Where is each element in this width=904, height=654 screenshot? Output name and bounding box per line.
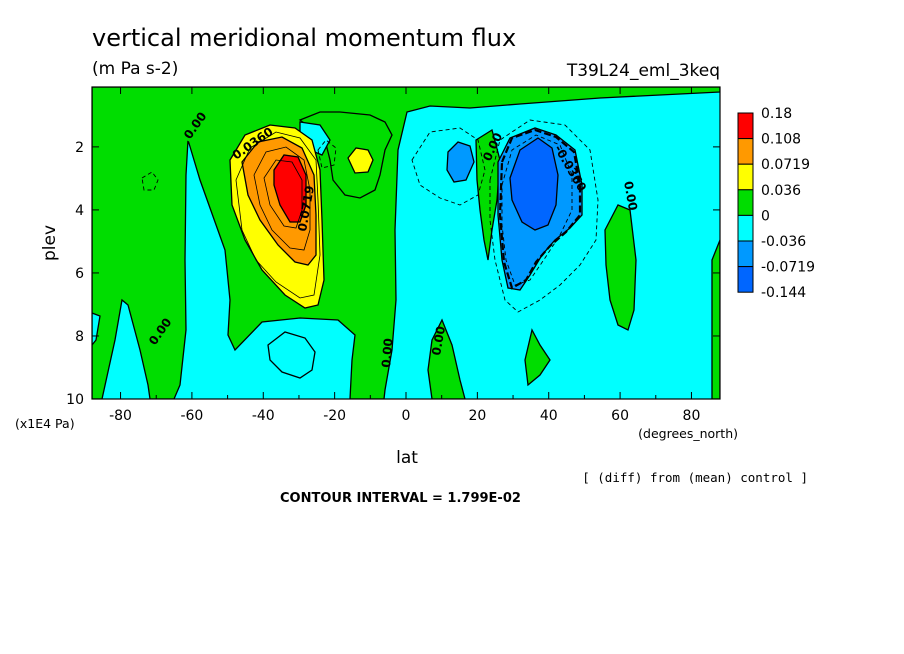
colorbar-swatch — [737, 163, 754, 191]
colorbar-swatch — [737, 266, 754, 293]
negative-islands — [92, 121, 331, 379]
plot-area: 0.00 0.0360 0.0719 0.00 0.00 0.00 0.00 -… — [91, 86, 721, 400]
y-tick-label: 10 — [66, 392, 84, 408]
chart-title: vertical meridional momentum flux — [92, 24, 516, 52]
x-tick-label: -40 — [252, 408, 275, 424]
y-tick-label: 2 — [75, 140, 84, 156]
colorbar-label: 0 — [761, 208, 770, 224]
x-tick-label: -60 — [180, 408, 203, 424]
dashed-negative-contours — [141, 119, 599, 313]
x-axis: -80 -60 -40 -20 0 20 40 60 80 — [109, 87, 700, 424]
contour-label: 0.00 — [429, 325, 448, 357]
x-tick-label: -80 — [109, 408, 132, 424]
x-tick-label: -20 — [323, 408, 346, 424]
colorbar-legend: 0.18 0.108 0.0719 0.036 0 -0.036 -0.0719 -0.144 — [737, 106, 815, 301]
thin-positive-contours — [235, 131, 321, 299]
x-tick-label: 60 — [611, 408, 629, 424]
y-axis-units: (x1E4 Pa) — [15, 416, 75, 431]
x-tick-label: 40 — [540, 408, 558, 424]
diff-note: [ (diff) from (mean) control ] — [582, 470, 808, 485]
contour-interval: CONTOUR INTERVAL = 1.799E-02 — [280, 491, 521, 506]
colorbar-swatch — [737, 214, 754, 242]
bold-negative-contour — [498, 128, 582, 290]
chart-units: (m Pa s-2) — [92, 59, 178, 79]
y-tick-label: 4 — [75, 203, 84, 219]
x-tick-label: 20 — [468, 408, 486, 424]
colorbar-swatch — [737, 138, 754, 165]
y-tick-label: 6 — [75, 266, 84, 282]
colorbar-swatch — [737, 189, 754, 216]
colorbar-label: -0.144 — [761, 285, 806, 301]
contour-label: 0.00 — [621, 180, 640, 212]
y-axis: 2 4 6 8 10 — [66, 140, 720, 408]
colorbar-label: -0.0719 — [761, 260, 815, 276]
colorbar-label: -0.036 — [761, 234, 806, 250]
colorbar-label: 0.18 — [761, 106, 792, 122]
x-axis-label: lat — [396, 448, 418, 468]
colorbar-label: 0.036 — [761, 183, 801, 199]
x-axis-units: (degrees_north) — [638, 426, 738, 441]
x-tick-label: 80 — [683, 408, 701, 424]
colorbar-swatch — [737, 240, 754, 268]
y-axis-label: plev — [40, 225, 60, 261]
experiment-label: T39L24_eml_3keq — [566, 61, 720, 81]
colorbar-label: 0.0719 — [761, 157, 810, 173]
colorbar-swatch — [737, 112, 754, 140]
colorbar-label: 0.108 — [761, 132, 801, 148]
x-tick-label: 0 — [402, 408, 411, 424]
contour-label: 0.00 — [379, 338, 396, 369]
y-tick-label: 8 — [75, 329, 84, 345]
positive-bands — [229, 124, 374, 309]
